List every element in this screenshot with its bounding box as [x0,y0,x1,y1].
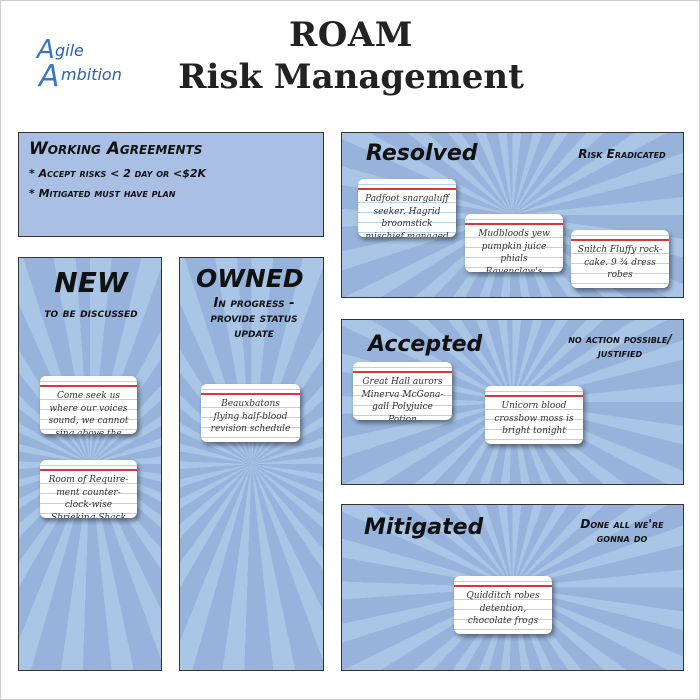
logo-letter-a: A [37,35,55,65]
risk-card-text: Snitch Fluffy rock-cake. 9 ¾ dress robes [577,245,663,280]
working-agreements-panel: Working Agreements * Accept risks < 2 da… [18,132,324,237]
page-subtitle: Risk Management [178,57,524,97]
mitigated-panel: Mitigated Done all we're gonna do Quiddi… [341,504,684,671]
risk-card-text: Mudbloods yew pumpkin juice phials Raven… [478,229,550,272]
risk-card-text: Padfoot snargaluff seeker. Hagrid brooms… [365,194,449,237]
risk-card[interactable]: Padfoot snargaluff seeker. Hagrid brooms… [358,179,456,237]
risk-card[interactable]: Snitch Fluffy rock-cake. 9 ¾ dress robes [571,230,669,288]
risk-card-text: Beauxbatons flying half-blood revision s… [210,399,291,434]
risk-card-text: Quidditch robes detention, chocolate fro… [466,591,540,626]
risk-card-text: Unicorn blood crossbow moss is bright to… [494,401,574,436]
risk-card[interactable]: Great Hall aurors Minerva McGona-gall Po… [353,362,452,420]
risk-card[interactable]: Quidditch robes detention, chocolate fro… [454,576,552,634]
owned-subtitle: In progress - provide status update [210,296,298,341]
agile-ambition-logo: A gile A mbition [37,35,157,94]
agreement-item: * Mitigated must have plan [29,187,176,200]
risk-card[interactable]: Unicorn blood crossbow moss is bright to… [485,386,583,444]
owned-heading: OWNED [196,264,304,293]
logo-letter-a-2: A [39,59,60,94]
agreement-item: * Accept risks < 2 day or <$2K [29,167,207,180]
accepted-note: no action possible/ justified [568,332,672,360]
resolved-heading: Resolved [366,141,478,166]
risk-card[interactable]: Room of Require-ment counter-clock-wise … [40,460,137,518]
accepted-heading: Accepted [368,332,483,357]
mitigated-heading: Mitigated [364,515,484,540]
owned-panel: OWNED In progress - provide status updat… [179,257,324,671]
risk-card[interactable]: Come seek us where our voices sound, we … [40,376,137,434]
risk-card[interactable]: Beauxbatons flying half-blood revision s… [201,384,300,442]
new-heading: NEW [54,266,128,299]
resolved-note: Risk Eradicated [578,147,666,161]
accepted-panel: Accepted no action possible/ justified G… [341,319,684,485]
risk-card-text: Room of Require-ment counter-clock-wise … [48,475,129,518]
mitigated-note: Done all we're gonna do [580,517,664,545]
risk-card[interactable]: Mudbloods yew pumpkin juice phials Raven… [465,214,563,272]
working-agreements-heading: Working Agreements [29,139,203,159]
risk-card-text: Come seek us where our voices sound, we … [48,391,129,434]
resolved-panel: Resolved Risk Eradicated Padfoot snargal… [341,132,684,298]
logo-line-1: gile [55,41,84,60]
page-title: ROAM [289,15,413,55]
risk-card-text: Great Hall aurors Minerva McGona-gall Po… [361,377,444,420]
new-panel: NEW to be discussed Come seek us where o… [18,257,162,671]
new-subtitle: to be discussed [44,306,138,321]
logo-line-2: mbition [61,65,122,84]
